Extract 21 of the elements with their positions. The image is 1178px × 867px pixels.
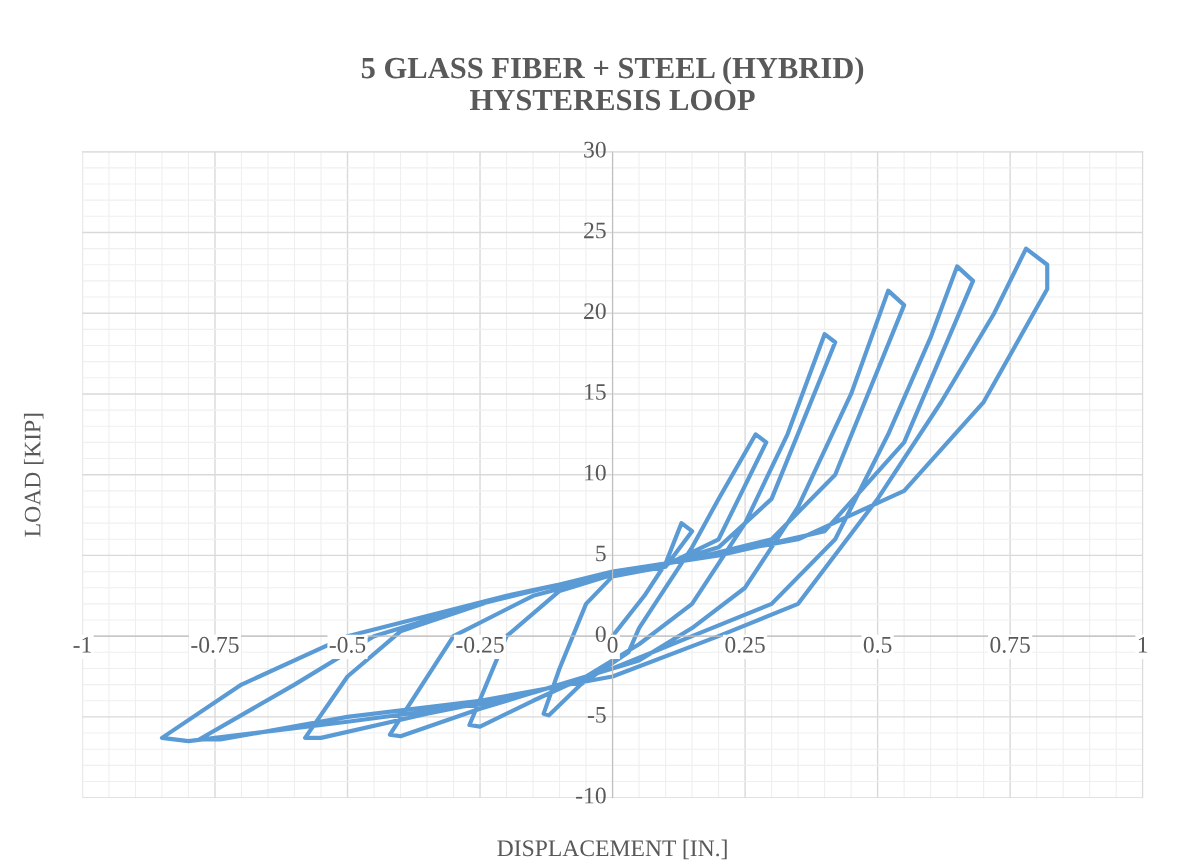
x-tick-label: 0.5: [863, 636, 892, 653]
y-tick-label: 30: [584, 141, 606, 158]
y-tick-label: 20: [584, 303, 606, 320]
y-tick-label: 25: [584, 222, 606, 239]
x-tick-label: 0.75: [990, 636, 1030, 653]
y-tick-label: -5: [587, 707, 606, 723]
chart-title: 5 GLASS FIBER + STEEL (HYBRID) HYSTERESIS LOOP: [361, 56, 864, 111]
y-tick-label: 5: [596, 545, 606, 562]
x-tick-label: 0.25: [725, 636, 765, 653]
y-axis-title: LOAD [KIP]: [23, 413, 44, 537]
x-tick-label: -0.25: [456, 636, 504, 653]
x-tick-label: -0.75: [191, 636, 239, 653]
line-series: [159, 246, 1050, 744]
y-tick-label: 10: [585, 464, 606, 481]
y-tick-label: 15: [585, 384, 606, 400]
x-tick-label: -1: [73, 636, 91, 653]
x-tick-label: 1: [1138, 636, 1148, 653]
x-axis-title: DISPLACEMENT [IN.]: [497, 839, 727, 860]
x-tick-label: -0.5: [329, 636, 366, 653]
x-tick-label: 0: [607, 636, 618, 653]
y-tick-label: -10: [576, 787, 606, 804]
